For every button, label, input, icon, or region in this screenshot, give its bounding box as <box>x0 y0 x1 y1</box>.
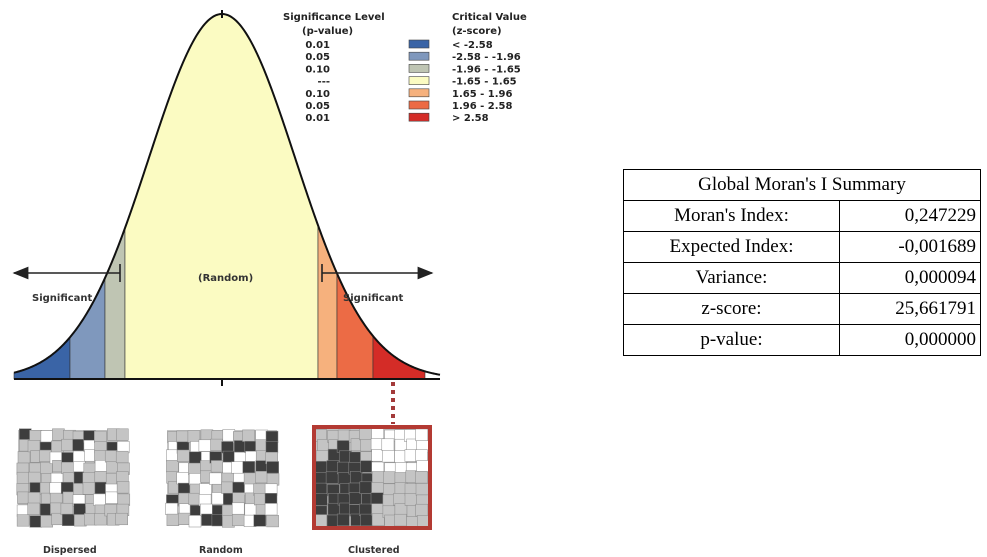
summary-row-variance: Variance: 0,000094 <box>623 262 981 294</box>
summary-title: Global Moran's I Summary <box>623 169 981 201</box>
curve-region <box>372 335 426 380</box>
morans-i-summary-table: Global Moran's I Summary Moran's Index: … <box>623 169 981 356</box>
summary-row-morans-index: Moran's Index: 0,247229 <box>623 200 981 232</box>
random-label: (Random) <box>198 273 253 284</box>
significance-header: Significance Level <box>283 12 385 23</box>
legend-p-value: 0.01 <box>305 40 330 51</box>
bell-curve-regions <box>13 13 426 380</box>
bell-curve <box>13 12 441 376</box>
critical-subheader: (z-score) <box>452 26 502 37</box>
summary-value: -0,001689 <box>839 231 981 263</box>
legend-z-range: -1.65 - 1.65 <box>452 77 517 88</box>
legend: Significance Level (p-value) Critical Va… <box>283 12 527 124</box>
summary-row-expected-index: Expected Index: -0,001689 <box>623 231 981 263</box>
legend-swatch <box>408 88 430 98</box>
summary-row-z-score: z-score: 25,661791 <box>623 293 981 325</box>
legend-z-range: 1.96 - 2.58 <box>452 101 513 112</box>
significance-subheader: (p-value) <box>302 26 353 37</box>
legend-z-range: 1.65 - 1.96 <box>452 89 513 100</box>
pattern-random-label: Random <box>199 545 243 556</box>
legend-swatch <box>408 39 430 49</box>
summary-label: Expected Index: <box>623 231 840 263</box>
significant-right-label: Significant <box>343 293 404 304</box>
legend-p-value: 0.05 <box>305 52 330 63</box>
pattern-clustered-label: Clustered <box>348 545 400 556</box>
legend-swatch <box>408 76 430 85</box>
summary-label: z-score: <box>623 293 840 325</box>
summary-value: 0,247229 <box>839 200 981 232</box>
summary-value: 0,000094 <box>839 262 981 294</box>
summary-row-p-value: p-value: 0,000000 <box>623 324 981 356</box>
legend-p-value: 0.05 <box>305 101 330 112</box>
legend-swatch <box>408 51 430 61</box>
legend-z-range: -2.58 - -1.96 <box>452 52 521 63</box>
map-dispersed <box>16 428 131 528</box>
legend-swatch <box>408 112 430 122</box>
summary-label: Variance: <box>623 262 840 294</box>
legend-p-value: --- <box>318 77 330 88</box>
summary-label: p-value: <box>623 324 840 356</box>
summary-value: 25,661791 <box>839 293 981 325</box>
legend-z-range: -1.96 - -1.65 <box>452 64 521 75</box>
curve-region <box>124 13 319 380</box>
significant-left-label: Significant <box>32 293 93 304</box>
pattern-dispersed-label: Dispersed <box>43 545 97 556</box>
legend-z-range: < -2.58 <box>452 40 493 51</box>
summary-label: Moran's Index: <box>623 200 840 232</box>
legend-z-range: > 2.58 <box>452 113 489 124</box>
legend-swatch <box>408 64 430 73</box>
legend-p-value: 0.10 <box>305 89 330 100</box>
critical-header: Critical Value <box>452 12 527 23</box>
map-clustered <box>314 427 430 529</box>
legend-p-value: 0.01 <box>305 113 330 124</box>
curve-region <box>336 273 374 380</box>
curve-region <box>104 227 126 380</box>
legend-p-value: 0.10 <box>305 64 330 75</box>
summary-value: 0,000000 <box>839 324 981 356</box>
summary-title-row: Global Moran's I Summary <box>623 169 981 201</box>
clustered-highlight-frame <box>312 425 432 530</box>
curve-region <box>13 336 71 380</box>
legend-swatch <box>408 100 430 110</box>
map-random <box>165 429 280 528</box>
